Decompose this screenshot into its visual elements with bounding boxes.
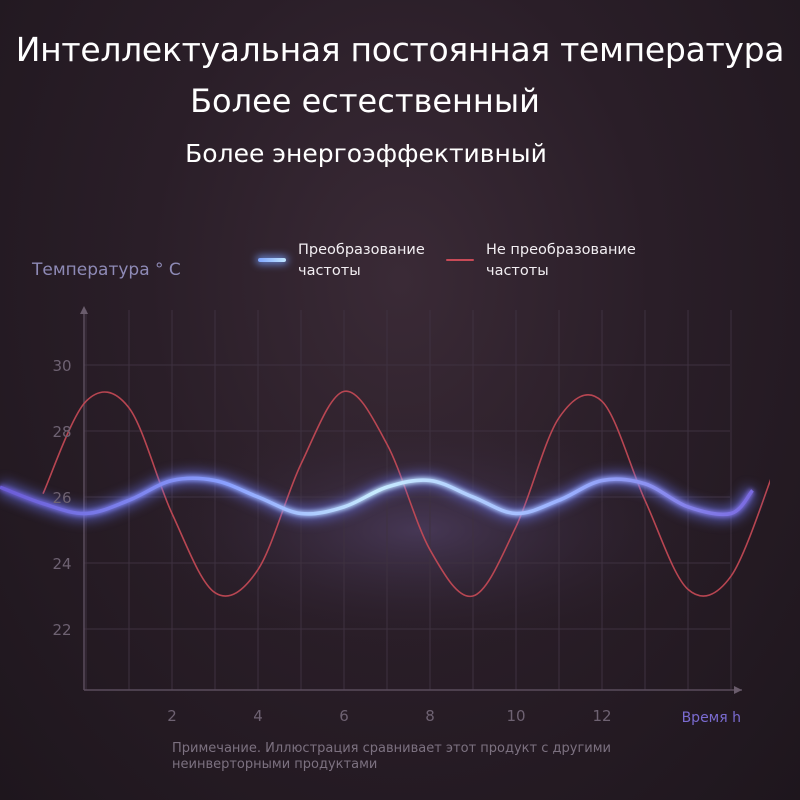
series-group [0, 390, 770, 598]
series-line-inverter [0, 476, 754, 517]
series-line-non-inverter [42, 390, 770, 598]
legend-swatch-non-inverter [446, 259, 474, 261]
x-tick-label: 2 [167, 707, 177, 725]
axes [80, 306, 742, 694]
x-tick-label: 12 [592, 707, 611, 725]
y-tick-label: 28 [52, 423, 71, 441]
y-tick-label: 26 [52, 489, 71, 507]
headline-primary: Интеллектуальная постоянная температура [15, 30, 785, 69]
x-axis-arrow [734, 686, 742, 694]
y-tick-label: 22 [52, 621, 71, 639]
legend-item-inverter: Преобразование частоты [258, 240, 448, 282]
glow-haze [120, 410, 720, 650]
y-tick-label: 24 [52, 555, 71, 573]
legend-item-non-inverter: Не преобразование частоты [446, 240, 661, 282]
legend-label-non-inverter: Не преобразование частоты [486, 242, 636, 279]
footnote: Примечание. Иллюстрация сравнивает этот … [172, 741, 611, 772]
x-tick-label: 6 [339, 707, 349, 725]
headline-tertiary: Более энергоэффективный [185, 139, 547, 168]
x-tick-label: 8 [425, 707, 435, 725]
legend-swatch-inverter [258, 258, 286, 262]
y-axis-arrow [80, 306, 88, 314]
x-axis-label: Время h [682, 710, 741, 726]
x-tick-label: 10 [506, 707, 525, 725]
y-axis-label: Температура ° C [32, 260, 181, 280]
x-tick-label: 4 [253, 707, 263, 725]
headline-secondary: Более естественный [190, 82, 540, 120]
y-tick-label: 30 [52, 357, 71, 375]
legend-label-inverter: Преобразование частоты [298, 242, 425, 279]
